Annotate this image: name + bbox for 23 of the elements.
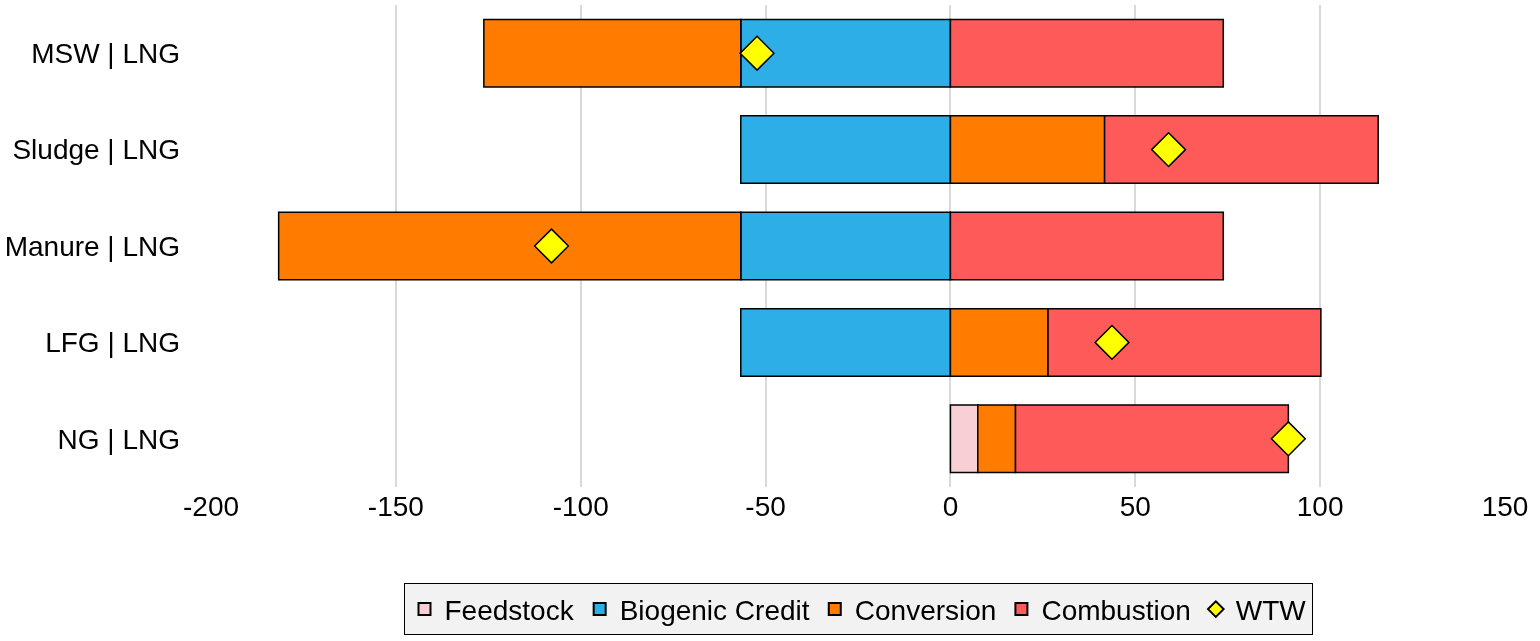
point <box>739 35 775 71</box>
y-tick-label: NG | LNG <box>57 423 180 455</box>
y-tick-label: Manure | LNG <box>4 230 180 262</box>
y-tick-label: LFG | LNG <box>45 327 180 359</box>
x-tick-label: 100 <box>1296 491 1344 522</box>
x-tick-label: 50 <box>1119 491 1151 522</box>
x-tick-label: -200 <box>182 491 240 522</box>
point <box>533 228 570 264</box>
point <box>1094 324 1130 361</box>
y-tick-label: MSW | LNG <box>31 38 180 69</box>
y-tick-label: Sludge | LNG <box>12 134 180 166</box>
legend-label: Feedstock <box>444 595 575 627</box>
point <box>1270 421 1306 457</box>
point <box>1150 131 1187 168</box>
legend-label: Combustion <box>1041 595 1191 627</box>
x-tick-label: -150 <box>367 491 424 522</box>
x-tick-label: -100 <box>552 491 609 522</box>
x-tick-label: 150 <box>1481 491 1529 522</box>
x-tick-label: -50 <box>745 491 786 522</box>
legend-label: Conversion <box>854 595 997 627</box>
x-tick-label: 0 <box>942 491 959 522</box>
legend-label: Biogenic Credit <box>619 595 810 627</box>
legend-label: WTW <box>1235 595 1307 627</box>
